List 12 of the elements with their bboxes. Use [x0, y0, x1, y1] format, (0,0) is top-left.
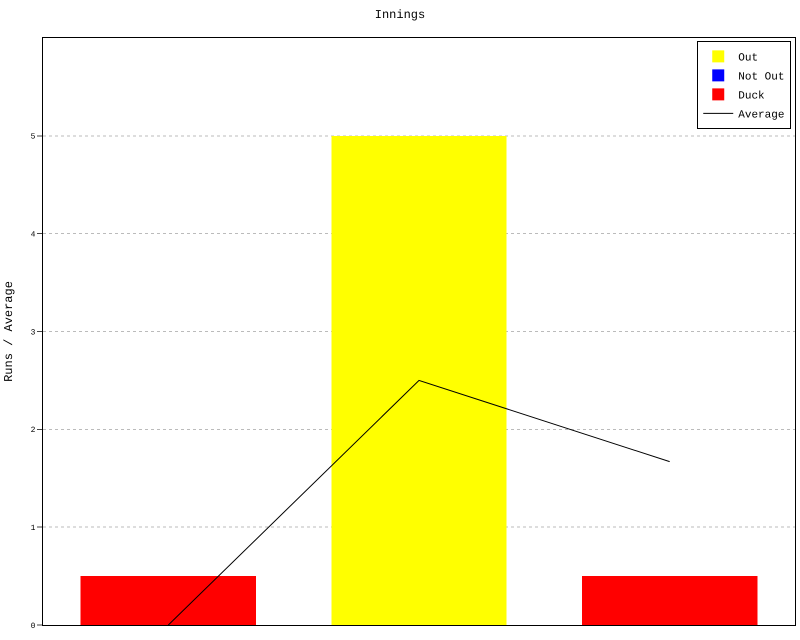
legend-label: Out [738, 52, 758, 65]
legend-label: Not Out [738, 72, 784, 84]
y-tick-label: 5 [30, 132, 36, 142]
chart-title: Innings [374, 8, 426, 22]
legend-label: Duck [738, 90, 766, 103]
y-tick-label: 3 [30, 328, 36, 338]
y-tick-label: 4 [30, 230, 36, 240]
y-axis-title: Runs / Average [2, 281, 16, 382]
y-tick-label: 1 [30, 524, 36, 533]
legend-label: Average [738, 110, 784, 122]
y-tick-label: 2 [30, 426, 36, 436]
y-tick-label: 0 [30, 622, 36, 631]
